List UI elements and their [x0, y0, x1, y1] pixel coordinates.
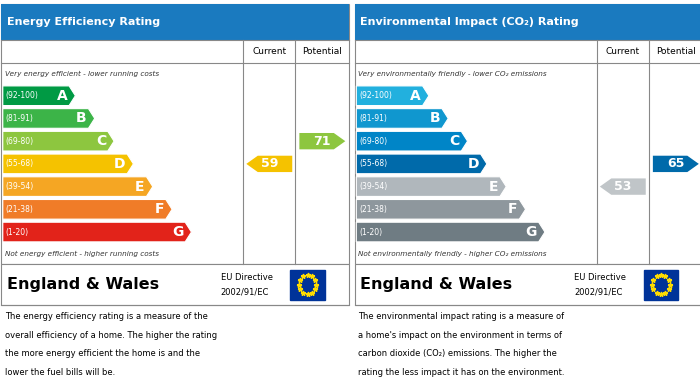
Text: D: D	[114, 157, 125, 171]
Bar	[1, 4, 349, 264]
Text: lower the fuel bills will be.: lower the fuel bills will be.	[5, 368, 115, 377]
Text: England & Wales: England & Wales	[6, 277, 159, 292]
Text: (92-100): (92-100)	[6, 91, 38, 100]
Text: Very environmentally friendly - lower CO₂ emissions: Very environmentally friendly - lower CO…	[358, 71, 547, 77]
Text: the more energy efficient the home is and the: the more energy efficient the home is an…	[5, 349, 200, 358]
Polygon shape	[356, 177, 506, 196]
Text: B: B	[76, 111, 87, 126]
Text: (55-68): (55-68)	[6, 160, 34, 169]
Text: (1-20): (1-20)	[359, 228, 382, 237]
Polygon shape	[356, 154, 487, 174]
Text: (21-38): (21-38)	[6, 205, 34, 214]
Text: Potential: Potential	[656, 47, 696, 56]
Text: A: A	[410, 89, 421, 103]
Text: (81-91): (81-91)	[359, 114, 387, 123]
Text: G: G	[526, 225, 537, 239]
Text: 71: 71	[314, 135, 331, 148]
Text: (21-38): (21-38)	[359, 205, 387, 214]
Polygon shape	[3, 86, 76, 106]
Text: EU Directive: EU Directive	[220, 273, 272, 282]
Text: 53: 53	[614, 180, 631, 193]
Text: (1-20): (1-20)	[6, 228, 29, 237]
Polygon shape	[3, 131, 114, 151]
Text: Current: Current	[606, 47, 640, 56]
Polygon shape	[300, 133, 345, 149]
Polygon shape	[356, 86, 429, 106]
Text: (81-91): (81-91)	[6, 114, 34, 123]
Text: England & Wales: England & Wales	[360, 277, 512, 292]
Bar	[355, 4, 700, 40]
Bar	[644, 269, 678, 300]
Polygon shape	[356, 109, 448, 128]
Text: EU Directive: EU Directive	[574, 273, 626, 282]
Text: a home's impact on the environment in terms of: a home's impact on the environment in te…	[358, 331, 562, 340]
Bar	[290, 269, 325, 300]
Polygon shape	[3, 199, 172, 219]
Text: F: F	[508, 202, 517, 216]
Polygon shape	[246, 156, 292, 172]
Polygon shape	[600, 178, 645, 195]
Text: (39-54): (39-54)	[359, 182, 387, 191]
Text: D: D	[468, 157, 479, 171]
Polygon shape	[3, 154, 134, 174]
Bar	[1, 4, 349, 40]
Bar	[1, 264, 349, 305]
Text: E: E	[489, 179, 498, 194]
Polygon shape	[356, 131, 468, 151]
Text: Potential: Potential	[302, 47, 342, 56]
Polygon shape	[356, 222, 545, 242]
Polygon shape	[653, 156, 699, 172]
Text: A: A	[57, 89, 67, 103]
Text: The energy efficiency rating is a measure of the: The energy efficiency rating is a measur…	[5, 312, 208, 321]
Polygon shape	[3, 109, 94, 128]
Text: G: G	[172, 225, 183, 239]
Text: Environmental Impact (CO₂) Rating: Environmental Impact (CO₂) Rating	[360, 17, 579, 27]
Bar	[355, 264, 700, 305]
Text: B: B	[430, 111, 440, 126]
Text: 59: 59	[260, 158, 278, 170]
Polygon shape	[3, 177, 153, 196]
Text: overall efficiency of a home. The higher the rating: overall efficiency of a home. The higher…	[5, 331, 217, 340]
Text: Energy Efficiency Rating: Energy Efficiency Rating	[6, 17, 160, 27]
Text: 65: 65	[667, 158, 685, 170]
Polygon shape	[356, 199, 526, 219]
Text: carbon dioxide (CO₂) emissions. The higher the: carbon dioxide (CO₂) emissions. The high…	[358, 349, 557, 358]
Text: Not environmentally friendly - higher CO₂ emissions: Not environmentally friendly - higher CO…	[358, 251, 547, 257]
Text: (55-68): (55-68)	[359, 160, 387, 169]
Text: rating the less impact it has on the environment.: rating the less impact it has on the env…	[358, 368, 565, 377]
Text: C: C	[96, 134, 106, 148]
Text: E: E	[135, 179, 145, 194]
Text: C: C	[449, 134, 459, 148]
Text: F: F	[155, 202, 164, 216]
Text: (69-80): (69-80)	[6, 137, 34, 146]
Text: (69-80): (69-80)	[359, 137, 387, 146]
Text: 2002/91/EC: 2002/91/EC	[574, 287, 622, 296]
Text: 2002/91/EC: 2002/91/EC	[220, 287, 269, 296]
Text: (92-100): (92-100)	[359, 91, 392, 100]
Text: Not energy efficient - higher running costs: Not energy efficient - higher running co…	[5, 251, 159, 257]
Text: Current: Current	[252, 47, 286, 56]
Bar	[355, 4, 700, 264]
Polygon shape	[3, 222, 191, 242]
Text: (39-54): (39-54)	[6, 182, 34, 191]
Text: Very energy efficient - lower running costs: Very energy efficient - lower running co…	[5, 71, 159, 77]
Text: The environmental impact rating is a measure of: The environmental impact rating is a mea…	[358, 312, 564, 321]
